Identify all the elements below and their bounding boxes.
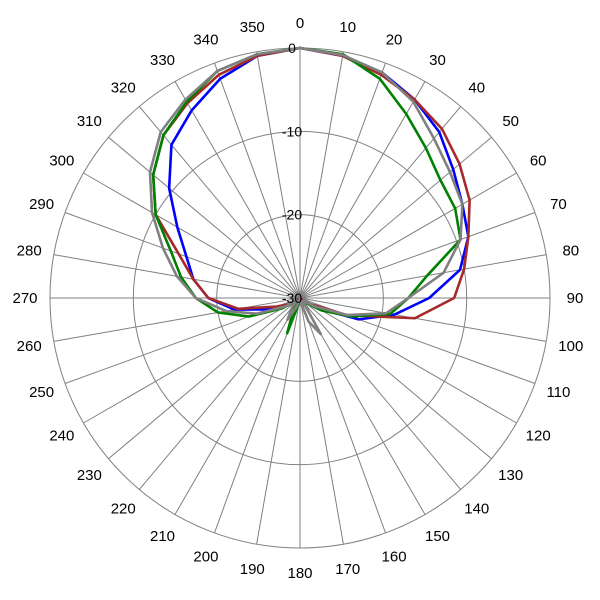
- angle-tick-label-50: 50: [502, 113, 519, 130]
- angle-tick-label-280: 280: [17, 242, 42, 259]
- spoke-30: [299, 81, 426, 299]
- axis-labels: 0 10 20 30 40 50 60 70 80 90 100 110 120 130 140 150 160…: [12, 15, 583, 582]
- radial-tick-label-0: 0: [288, 40, 296, 56]
- angle-tick-label-150: 150: [425, 528, 450, 545]
- angle-tick-label-10: 10: [339, 19, 356, 36]
- spoke-240: [83, 297, 301, 424]
- angle-tick-label-130: 130: [498, 467, 523, 484]
- spoke-260: [53, 297, 301, 342]
- spoke-160: [299, 297, 386, 534]
- angle-tick-label-100: 100: [558, 338, 583, 355]
- series-group: [148, 46, 471, 336]
- angle-tick-label-40: 40: [468, 79, 485, 96]
- spoke-170: [299, 297, 344, 545]
- spoke-320: [138, 106, 301, 299]
- angle-tick-label-110: 110: [546, 384, 570, 401]
- spoke-220: [138, 297, 301, 490]
- spoke-80: [299, 254, 547, 299]
- spoke-20: [299, 62, 386, 299]
- spoke-120: [299, 297, 517, 424]
- angle-tick-label-290: 290: [29, 196, 54, 213]
- angle-tick-label-140: 140: [464, 501, 489, 518]
- spoke-130: [299, 297, 492, 460]
- spoke-310: [108, 136, 301, 299]
- angle-tick-label-340: 340: [193, 32, 218, 49]
- spoke-70: [299, 212, 536, 299]
- spoke-350: [256, 51, 301, 299]
- radial-tick-label-1: -10: [282, 123, 302, 139]
- spoke-100: [299, 297, 547, 342]
- angle-tick-label-270: 270: [12, 290, 37, 307]
- angle-tick-label-330: 330: [150, 52, 175, 69]
- angle-tick-label-160: 160: [382, 548, 407, 565]
- spoke-200: [214, 297, 301, 534]
- spoke-300: [83, 172, 301, 299]
- angle-tick-label-310: 310: [77, 113, 102, 130]
- angle-tick-label-220: 220: [111, 501, 136, 518]
- angle-tick-label-300: 300: [49, 153, 74, 170]
- angle-tick-label-320: 320: [111, 79, 136, 96]
- spoke-210: [174, 297, 301, 515]
- radial-tick-label-2: -20: [282, 207, 302, 223]
- angle-tick-label-60: 60: [530, 153, 547, 170]
- angle-tick-label-260: 260: [17, 338, 42, 355]
- angle-tick-label-30: 30: [429, 52, 446, 69]
- angle-tick-label-70: 70: [550, 196, 567, 213]
- angle-tick-label-250: 250: [29, 384, 54, 401]
- spoke-290: [64, 212, 301, 299]
- radial-tick-label-3: -30: [282, 290, 302, 306]
- spoke-10: [299, 51, 344, 299]
- angle-tick-label-120: 120: [526, 428, 551, 445]
- series-line-4: [148, 46, 464, 336]
- ring--10: [132, 130, 468, 466]
- angle-tick-label-210: 210: [150, 528, 175, 545]
- angle-tick-label-350: 350: [240, 19, 265, 36]
- spoke-140: [299, 297, 462, 490]
- spoke-230: [108, 297, 301, 460]
- angle-tick-label-180: 180: [287, 565, 312, 582]
- ring--20: [216, 214, 384, 382]
- angle-tick-label-90: 90: [567, 290, 584, 307]
- angle-tick-label-190: 190: [240, 561, 265, 578]
- spoke-60: [299, 172, 517, 299]
- angle-tick-label-0: 0: [296, 15, 304, 32]
- spoke-190: [256, 297, 301, 545]
- angle-tick-label-200: 200: [193, 548, 218, 565]
- angle-tick-label-230: 230: [77, 467, 102, 484]
- spoke-330: [174, 81, 301, 299]
- spoke-340: [214, 62, 301, 299]
- angle-tick-label-80: 80: [562, 242, 579, 259]
- angle-tick-label-20: 20: [386, 32, 403, 49]
- angle-tick-label-240: 240: [49, 428, 74, 445]
- angle-tick-label-170: 170: [335, 561, 360, 578]
